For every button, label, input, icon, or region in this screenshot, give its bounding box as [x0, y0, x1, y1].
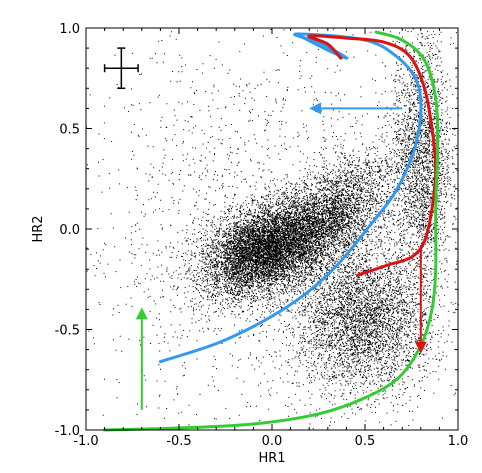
- y-tick-label: 0.0: [59, 223, 80, 238]
- arrow-head: [135, 307, 148, 320]
- x-axis-title: HR1: [258, 451, 285, 466]
- x-tick-label: 0.0: [262, 434, 283, 449]
- x-tick-label: 0.5: [355, 434, 376, 449]
- arrow-2: [414, 245, 427, 354]
- direction-arrows: [135, 102, 427, 410]
- arrow-3: [135, 307, 148, 410]
- model-track-1: [158, 32, 423, 364]
- model-track-2: [307, 34, 438, 277]
- x-tick-label: 1.0: [448, 434, 469, 449]
- y-axis-title: HR2: [31, 215, 46, 242]
- scatter-points: [86, 28, 459, 431]
- arrow-head: [309, 102, 322, 115]
- model-track-3: [103, 30, 440, 432]
- x-tick-label: -0.5: [166, 434, 191, 449]
- ticks: -1.0 -0.5 0.0 0.5 1.0 -1.0 -0.5 0.0 0.5 1.0: [55, 22, 469, 449]
- arrow-head: [414, 341, 427, 354]
- arrow-1: [309, 102, 403, 115]
- y-tick-label: -0.5: [55, 324, 80, 339]
- model-tracks: [103, 30, 440, 432]
- y-tick-label: 0.5: [59, 123, 80, 138]
- error-bar: [103, 47, 139, 90]
- scatter-point-cloud: [86, 28, 459, 431]
- x-tick-label: -1.0: [73, 434, 98, 449]
- y-tick-label: 1.0: [59, 22, 80, 37]
- y-tick-label: -1.0: [55, 424, 80, 439]
